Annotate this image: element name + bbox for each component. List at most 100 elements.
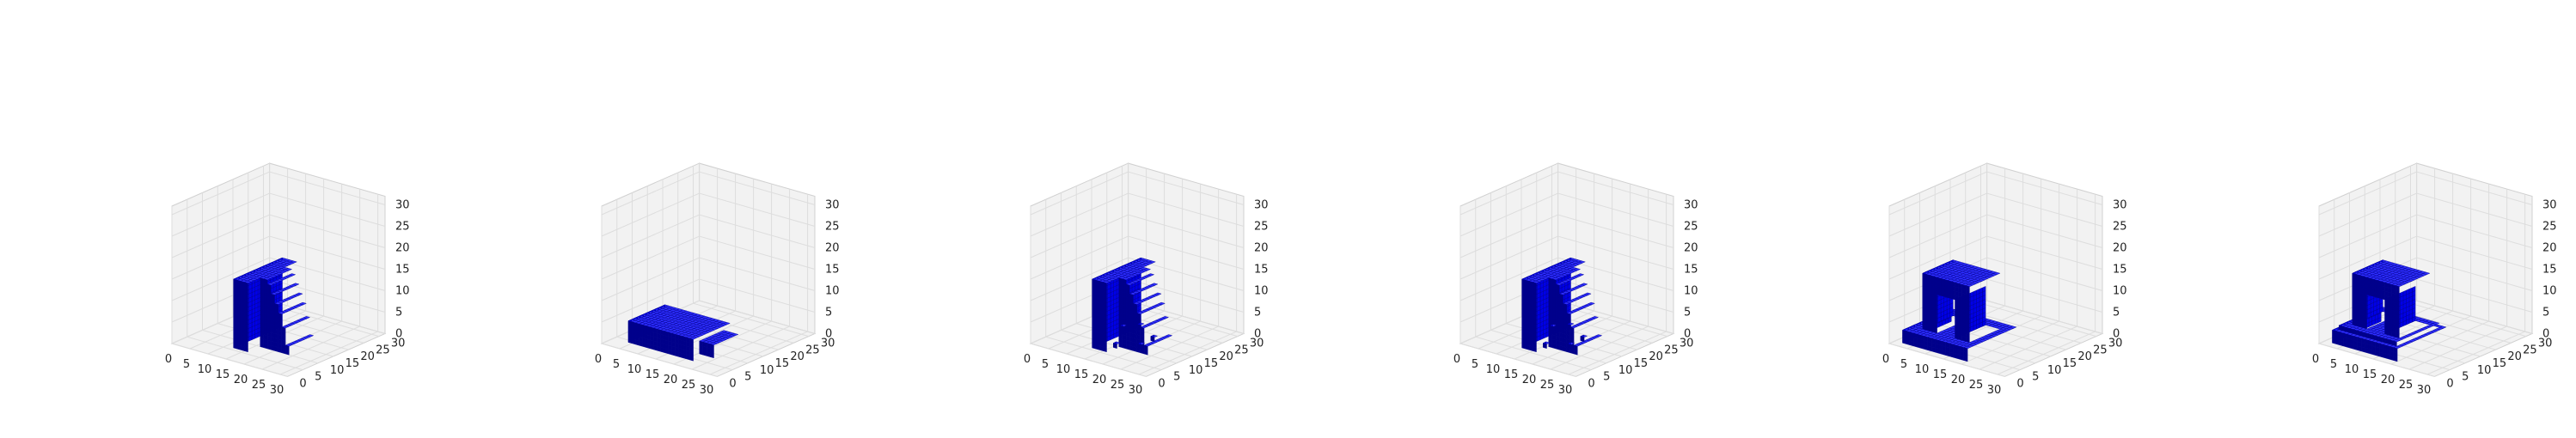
- voxel-face: [1960, 346, 1965, 352]
- grid-line: [2318, 214, 2417, 259]
- y-tick-label: 5: [2462, 371, 2469, 384]
- z-tick-label: 5: [825, 306, 832, 319]
- grid-line: [601, 343, 718, 377]
- voxel-face: [1940, 277, 1945, 284]
- voxel-face: [2353, 336, 2358, 342]
- grid-line: [1475, 336, 1591, 371]
- x-tick-label: 15: [1503, 368, 1518, 381]
- grid-line: [279, 331, 378, 375]
- voxel-face: [1965, 285, 1970, 292]
- y-tick-label: 0: [1588, 377, 1594, 390]
- voxel-face: [667, 332, 672, 338]
- grid-line: [709, 331, 808, 375]
- grid-line: [1030, 171, 1129, 216]
- voxel-face: [1929, 275, 1934, 282]
- grid-line: [2318, 171, 2417, 216]
- y-tick-label: 20: [790, 350, 805, 363]
- voxel-face: [236, 279, 242, 286]
- grid-line: [1888, 214, 1987, 259]
- voxels: [233, 257, 315, 356]
- voxel-face: [2360, 338, 2365, 344]
- voxel-face: [670, 332, 676, 339]
- z-tick-label: 15: [1684, 263, 1698, 276]
- panel-5: 0 5 10 15 20 25 30 0 5 10 15 20 25 30 0 5 10 15 20 25 30: [1717, 0, 2147, 438]
- z-tick-label: 10: [2542, 284, 2557, 297]
- grid-line: [269, 214, 386, 248]
- grid-line: [1986, 171, 2103, 205]
- voxel-face: [1945, 342, 1950, 349]
- voxel-face: [1963, 347, 1968, 354]
- voxel-face: [1567, 343, 1571, 350]
- voxel-face: [2385, 345, 2390, 351]
- voxel-face: [709, 344, 714, 350]
- z-tick-label: 10: [395, 284, 410, 297]
- y-tick-label: 10: [1189, 364, 1203, 377]
- x-tick-label: 30: [699, 384, 713, 397]
- panel-2: 0 5 10 15 20 25 30 0 5 10 15 20 25 30 0 5 10 15 20 25 30: [430, 0, 860, 438]
- voxel-face: [2359, 275, 2364, 282]
- grid-line: [263, 302, 380, 338]
- voxel-face: [1922, 272, 1927, 279]
- y-tick-label: 5: [2032, 371, 2039, 384]
- voxel-face: [1949, 343, 1954, 350]
- voxel-face: [1961, 284, 1967, 290]
- voxel-face: [688, 338, 694, 344]
- x-tick-label: 15: [2362, 368, 2377, 381]
- x-tick-label: 5: [2329, 358, 2336, 371]
- voxels: [1092, 257, 1173, 356]
- voxel-face: [2373, 279, 2377, 285]
- z-tick-label: 0: [825, 327, 832, 340]
- grid-line: [2426, 331, 2525, 375]
- z-tick-label: 20: [825, 241, 840, 254]
- voxel-face: [646, 325, 650, 332]
- z-tick-label: 20: [2542, 241, 2557, 254]
- grid-line: [1888, 235, 1987, 280]
- z-tick-label: 15: [2113, 263, 2127, 276]
- grid-line: [1128, 214, 1245, 248]
- voxel-face: [2380, 281, 2385, 288]
- grid-line: [1557, 235, 1673, 270]
- grid-line: [1138, 331, 1237, 375]
- grid-line: [1128, 235, 1245, 270]
- voxel-face: [1938, 340, 1943, 346]
- z-tick-label: 10: [1254, 284, 1269, 297]
- voxel-face: [1125, 283, 1130, 290]
- x-tick-label: 5: [1042, 358, 1049, 371]
- grid-line: [601, 235, 700, 280]
- voxel-face: [285, 344, 290, 351]
- x-tick-label: 5: [183, 358, 190, 371]
- grid-line: [1128, 192, 1245, 227]
- grid-line: [1459, 343, 1576, 377]
- voxel-face: [1956, 345, 1961, 351]
- x-tick-label: 15: [216, 368, 230, 381]
- grid-line: [1980, 302, 2097, 338]
- grid-line: [1030, 192, 1129, 237]
- grid-line: [171, 235, 270, 280]
- x-tick-label: 5: [612, 358, 619, 371]
- y-tick-label: 0: [2016, 377, 2023, 390]
- grid-line: [1459, 171, 1558, 216]
- x-tick-label: 20: [234, 374, 248, 386]
- axis-panes: [600, 162, 816, 377]
- voxel-face: [1555, 283, 1559, 290]
- voxel-face: [1909, 332, 1914, 338]
- voxel-face: [1525, 279, 1529, 286]
- voxel-face: [1137, 324, 1141, 330]
- y-tick-label: 25: [2093, 344, 2108, 356]
- grid-line: [1459, 235, 1558, 280]
- x-tick-label: 0: [1882, 353, 1889, 366]
- voxel-face: [2388, 283, 2392, 289]
- grid-line: [171, 343, 288, 377]
- voxel-face: [2382, 344, 2387, 350]
- x-tick-label: 10: [1056, 363, 1071, 376]
- x-tick-label: 20: [1951, 374, 1966, 386]
- voxel-face: [664, 331, 668, 338]
- voxel-face: [1924, 336, 1929, 342]
- grid-line: [1557, 300, 1673, 334]
- voxel-face: [1118, 277, 1123, 284]
